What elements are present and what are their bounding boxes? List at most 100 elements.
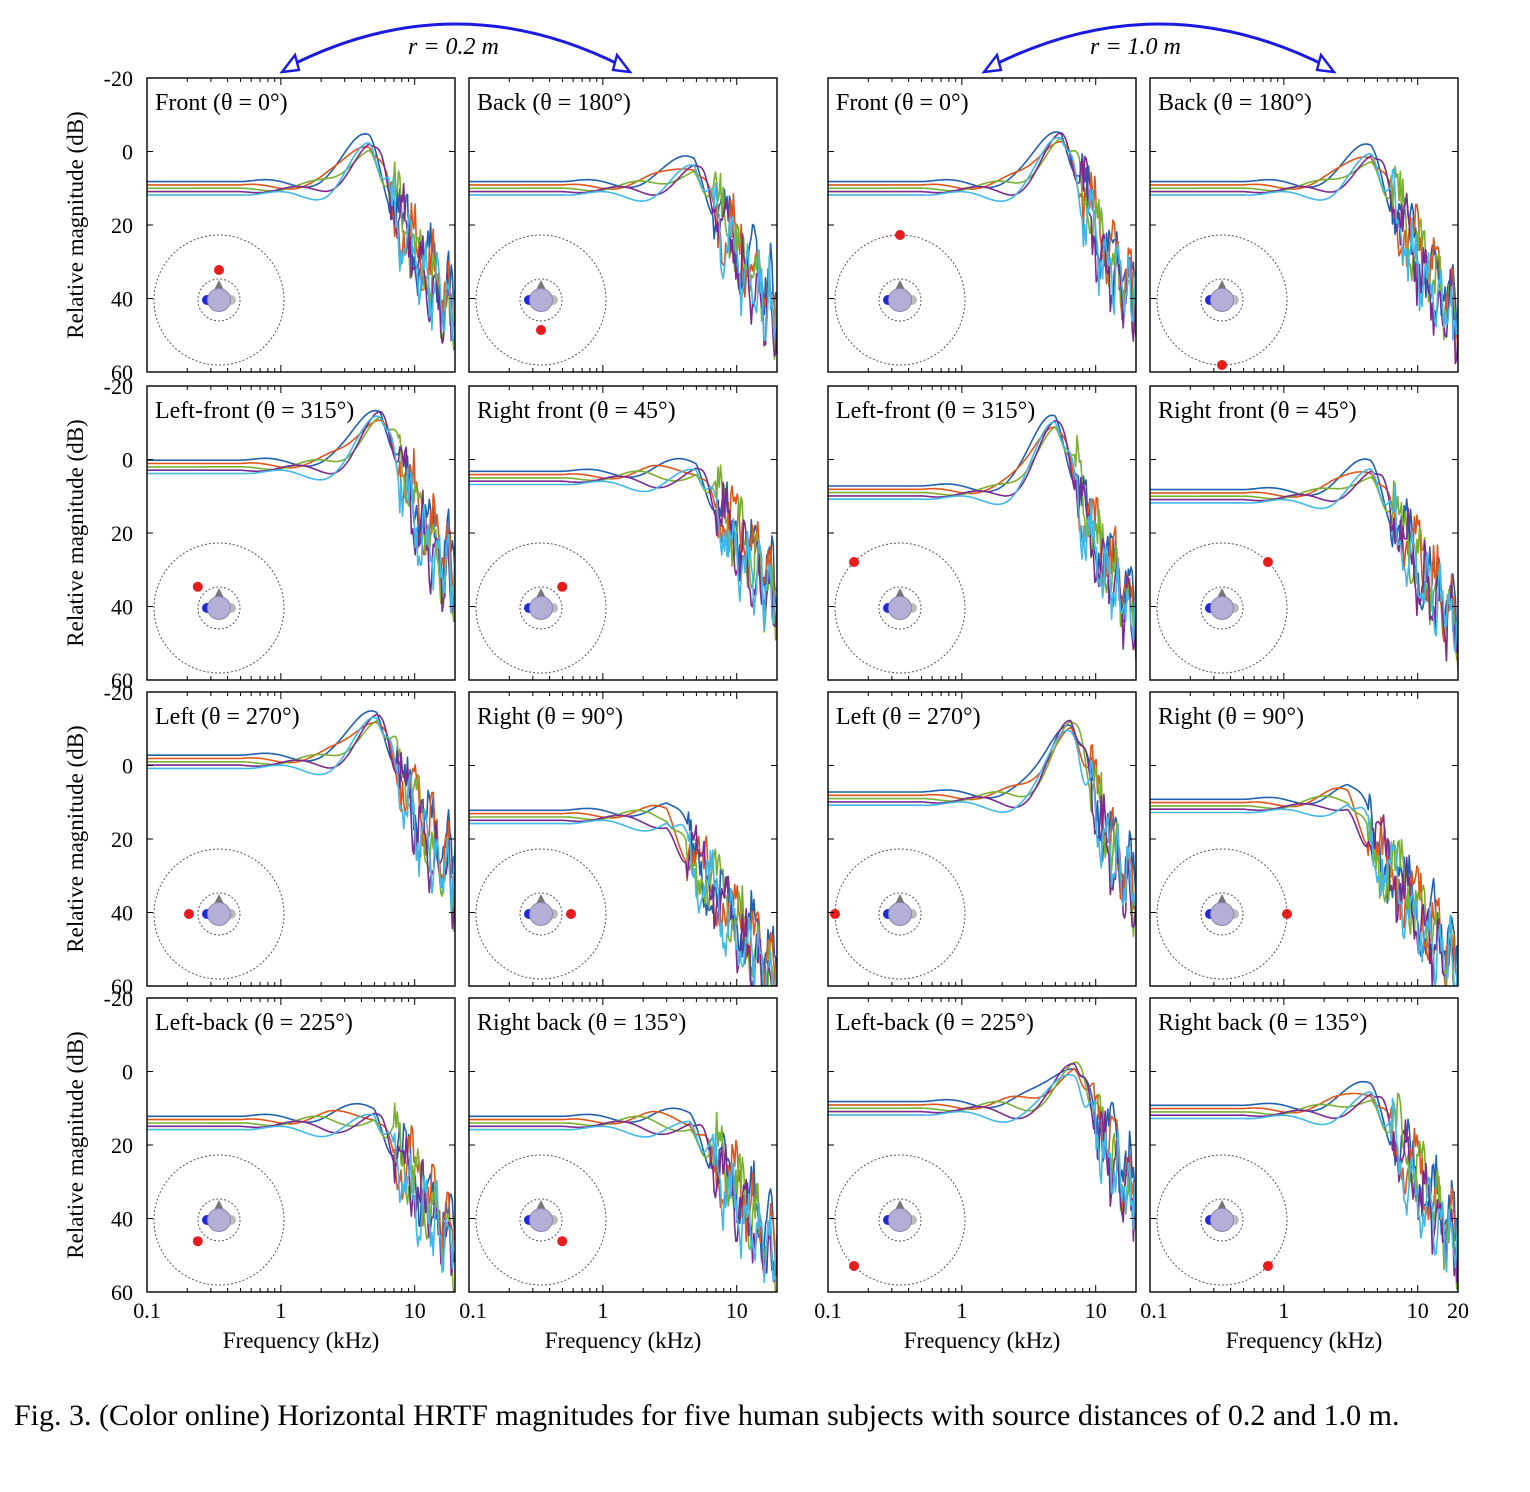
y-tick-label: 20 (111, 213, 133, 238)
panel-frame (827, 77, 1137, 373)
far-circle (153, 1154, 285, 1286)
source-position-dot (557, 1236, 568, 1247)
x-axis-title: Frequency (kHz) (904, 1328, 1060, 1353)
series-line-subject-5 (469, 164, 777, 342)
head-inset-diagram (830, 848, 966, 980)
near-circle (519, 278, 563, 322)
panel-title: Left-back (θ = 225°) (836, 1010, 1034, 1036)
head-inset-diagram (834, 542, 966, 674)
panel-r02-1: Front (θ = 0°) (146, 77, 456, 373)
series-line-subject-4 (1150, 802, 1458, 986)
series-line-subject-4 (469, 814, 777, 986)
x-tick-label: 10 (1407, 1298, 1429, 1323)
series-line-subject-2 (147, 419, 455, 600)
series-line-subject-3 (828, 720, 1136, 938)
series-line-subject-3 (469, 809, 775, 986)
near-circle (197, 278, 241, 322)
x-axis-ticks (827, 997, 1137, 1293)
series-lines (469, 457, 777, 641)
head-icon (888, 902, 912, 926)
x-axis-ticks (468, 691, 778, 987)
series-line-subject-4 (1150, 470, 1458, 662)
series-line-subject-4 (147, 410, 455, 614)
series-line-subject-3 (469, 1111, 777, 1292)
head-inset-diagram (1156, 542, 1288, 674)
panel-title: Left (θ = 270°) (836, 704, 981, 730)
series-line-subject-4 (828, 132, 1136, 342)
far-circle (475, 848, 607, 980)
series-lines (147, 409, 455, 623)
series-lines (469, 802, 777, 986)
panel-frame (468, 997, 778, 1293)
x-axis-ticks (1149, 691, 1459, 987)
head-icon (888, 288, 912, 312)
series-line-subject-4 (1150, 1093, 1458, 1283)
series-line-subject-5 (828, 136, 1136, 323)
series-line-subject-2 (469, 464, 777, 641)
series-line-subject-4 (1150, 155, 1458, 365)
far-circle (1156, 542, 1288, 674)
series-line-subject-4 (469, 164, 777, 357)
series-line-subject-1 (147, 133, 455, 322)
panel-r02-6: Right (θ = 90°) (468, 691, 778, 987)
x-tick-label: 10 (404, 1298, 426, 1323)
panel-r02-5: Left (θ = 270°) (146, 691, 456, 987)
head-icon (888, 1208, 912, 1232)
y-tick-label: 60 (111, 668, 133, 693)
x-axis-ticks (146, 997, 456, 1293)
head-inset-diagram (1156, 848, 1292, 980)
near-circle (1200, 892, 1244, 936)
y-tick-label: 20 (111, 1133, 133, 1158)
head-icon (529, 596, 553, 620)
head-icon (529, 1208, 553, 1232)
series-line-subject-5 (469, 1120, 777, 1284)
source-position-dot (895, 230, 905, 240)
figure-caption: Fig. 3. (Color online) Horizontal HRTF m… (14, 1399, 1400, 1432)
x-tick-label: 1 (275, 1298, 286, 1323)
source-position-dot (214, 265, 224, 275)
head-inset-diagram (1156, 234, 1288, 370)
head-inset-diagram (475, 542, 607, 674)
panel-title: Right (θ = 90°) (1158, 704, 1304, 730)
series-line-subject-5 (828, 1074, 1136, 1230)
panel-title: Back (θ = 180°) (1158, 90, 1312, 116)
series-line-subject-3 (147, 416, 455, 623)
head-icon (207, 902, 231, 926)
series-lines (1150, 1080, 1458, 1290)
x-tick-label: 10 (726, 1298, 748, 1323)
x-axis-ticks (468, 77, 778, 373)
head-icon (207, 596, 231, 620)
source-position-dot (566, 909, 576, 919)
series-line-subject-4 (828, 419, 1136, 651)
y-tick-label: 0 (122, 140, 133, 165)
panel-r02-4: Right front (θ = 45°) (468, 385, 778, 681)
series-line-subject-5 (147, 716, 455, 913)
head-inset-diagram (475, 234, 607, 366)
far-circle (475, 542, 607, 674)
head-inset-diagram (475, 1154, 607, 1286)
y-tick-label: 20 (111, 521, 133, 546)
series-line-subject-2 (828, 726, 1136, 921)
series-line-subject-3 (147, 1102, 455, 1292)
x-tick-label: 10 (1085, 1298, 1107, 1323)
near-circle (519, 1198, 563, 1242)
panel-title: Right back (θ = 135°) (477, 1010, 686, 1036)
far-circle (153, 848, 285, 980)
series-line-subject-3 (1150, 476, 1458, 669)
distance-annotations: r = 0.2 m r = 1.0 m (279, 22, 1337, 74)
series-lines (147, 1102, 455, 1292)
panel-r10-3: Left-front (θ = 315°) (827, 385, 1137, 681)
y-tick-label: 60 (111, 360, 133, 385)
source-position-dot (192, 1236, 203, 1247)
series-line-subject-5 (1150, 152, 1458, 341)
series-line-subject-3 (1150, 1092, 1458, 1290)
far-circle (475, 1154, 607, 1286)
x-axis-title: Frequency (kHz) (223, 1328, 379, 1353)
far-circle (153, 234, 285, 366)
panel-r10-4: Right front (θ = 45°) (1149, 385, 1459, 681)
distance-arc (289, 22, 623, 68)
series-line-subject-3 (469, 170, 777, 360)
source-position-dot (184, 909, 194, 919)
series-line-subject-1 (828, 724, 1136, 902)
series-line-subject-5 (147, 1113, 455, 1273)
